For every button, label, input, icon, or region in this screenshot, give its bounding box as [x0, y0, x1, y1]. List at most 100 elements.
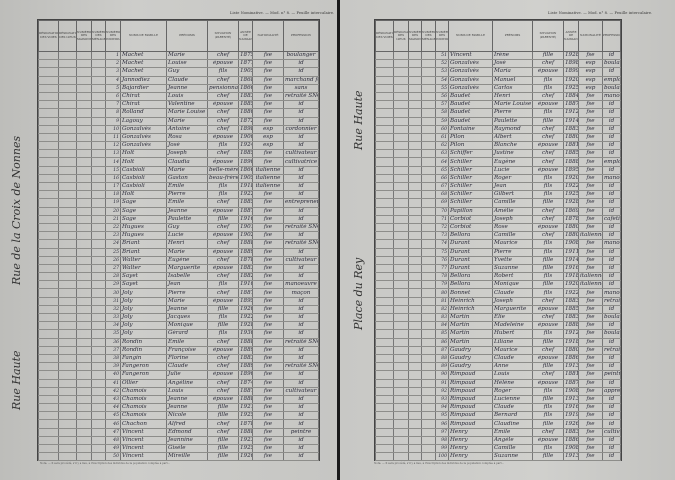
individual-number: 6 [105, 92, 121, 102]
surname: Baudet [448, 108, 493, 118]
surname: Durant [448, 264, 493, 274]
blank-cell [38, 403, 59, 413]
blank-cell [408, 59, 422, 69]
profession: id [283, 452, 319, 462]
first-name: Françoise [166, 346, 208, 355]
situation: fils [532, 76, 564, 85]
individual-number: 64 [435, 157, 449, 167]
blank-cell [38, 346, 59, 355]
profession: manoeuvre [602, 288, 621, 298]
birth-year: 1880 [563, 223, 579, 233]
surname: Joly [120, 321, 167, 331]
surname: Henry [448, 436, 493, 446]
first-name: Justine [492, 149, 533, 159]
blank-cell [421, 84, 436, 93]
surname: Gonzalvès [448, 84, 493, 93]
first-name: Marguerite [492, 305, 533, 315]
individual-number: 19 [105, 198, 121, 208]
individual-number: 47 [105, 428, 121, 437]
blank-cell [408, 321, 422, 331]
surname: Durant [448, 239, 493, 249]
nationality: italienne [578, 231, 603, 241]
blank-cell [58, 280, 77, 290]
birth-year: 1920 [563, 76, 579, 85]
birth-year: 1910 [238, 280, 253, 290]
situation: fils [532, 329, 564, 339]
blank-cell [393, 256, 409, 265]
situation: chef [532, 297, 564, 306]
birth-year: 1885 [563, 305, 579, 315]
individual-number: 91 [435, 379, 449, 388]
table-row: 36RondinEmilechef1888fseretraité SNCF [38, 338, 319, 347]
surname: Vincent [120, 436, 167, 446]
individual-number: 28 [105, 272, 121, 282]
surname: Holt [120, 190, 167, 200]
individual-number: 9 [105, 117, 121, 126]
surname: Baudet [448, 100, 493, 110]
surname: Sage [120, 207, 167, 216]
surname: Martin [448, 313, 493, 323]
situation: chef [207, 149, 239, 159]
surname: Chachon [120, 419, 167, 429]
blank-cell [38, 166, 59, 175]
birth-year: 1928 [563, 198, 579, 208]
nationality: esp [252, 133, 284, 143]
profession: cultivatrice [283, 157, 319, 167]
birth-year: 1905 [238, 174, 253, 184]
first-name: Nicole [166, 411, 208, 421]
surname: Holt [120, 149, 167, 159]
individual-number: 94 [435, 403, 449, 413]
situation: fils [532, 444, 564, 454]
first-name: Emile [166, 338, 208, 347]
nationality: fse [578, 125, 603, 134]
profession: employé SNCF [602, 157, 621, 167]
situation: fille [532, 117, 564, 126]
surname: Rimpaud [448, 395, 493, 405]
individual-number: 39 [105, 362, 121, 372]
situation: épouse [532, 305, 564, 315]
surname: Bonnet [448, 288, 493, 298]
individual-number: 43 [105, 395, 121, 405]
nationality: fse [578, 100, 603, 110]
table-row: 17CasbioliEmilefils1918italienneid [38, 182, 319, 192]
profession: id [602, 362, 621, 372]
table-row: 71CorbiotJosephchef1878fsecafetier [375, 215, 621, 224]
blank-cell [375, 256, 394, 265]
blank-cell [38, 59, 59, 69]
nationality: fse [252, 149, 284, 159]
blank-cell [91, 141, 106, 151]
profession: cultivateur [283, 149, 319, 159]
table-row: 6ChiratLouischef1883fseretraité SNCF [38, 92, 319, 102]
first-name: Louis [492, 370, 533, 380]
first-name: Elie [492, 313, 533, 323]
blank-cell [375, 362, 394, 372]
nationality: fse [252, 207, 284, 216]
nationality: fse [578, 92, 603, 102]
birth-year: 1922 [238, 190, 253, 200]
individual-number: 27 [105, 264, 121, 274]
nationality: fse [252, 346, 284, 355]
first-name: Hélène [492, 379, 533, 388]
nationality: fse [578, 141, 603, 151]
first-name: Louise [166, 59, 208, 69]
blank-cell [91, 182, 106, 192]
blank-cell [76, 444, 92, 454]
birth-year: 1918 [563, 338, 579, 347]
table-row: 86 Martin Liliane fille 1918 fse id [375, 338, 621, 347]
situation: belle-mère [207, 166, 239, 175]
birth-year: 1925 [238, 411, 253, 421]
surname: Schiller [448, 174, 493, 184]
individual-number: 58 [435, 108, 449, 118]
column-header: Profession [602, 20, 621, 52]
blank-cell [421, 346, 436, 355]
surname: Corbiot [448, 215, 493, 224]
profession: id [283, 117, 319, 126]
blank-cell [38, 395, 59, 405]
individual-number: 74 [435, 239, 449, 249]
profession: id [602, 280, 621, 290]
individual-number: 18 [105, 190, 121, 200]
profession: id [283, 297, 319, 306]
table-row: 23HuguesLucieépouse1902fseid [38, 231, 319, 241]
nationality: fse [252, 239, 284, 249]
table-row: 25BriantMarieépouse1889fseid [38, 248, 319, 257]
